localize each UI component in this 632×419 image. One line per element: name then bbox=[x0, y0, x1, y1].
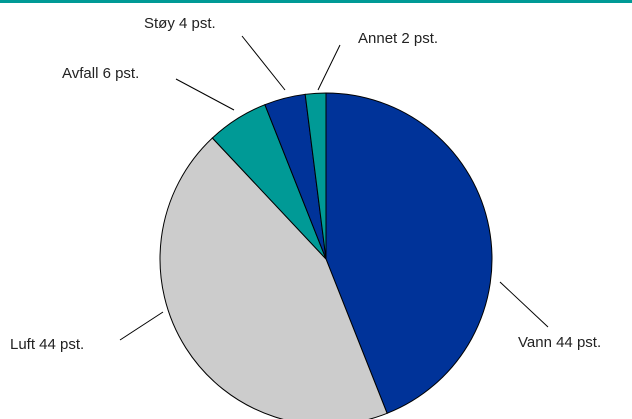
label-leader-lines bbox=[119, 35, 549, 341]
pie-slices bbox=[159, 92, 493, 419]
leader-line-1 bbox=[119, 311, 164, 341]
slice-label-1: Luft 44 pst. bbox=[10, 336, 84, 353]
leader-line-0 bbox=[499, 281, 549, 328]
leader-line-4 bbox=[317, 44, 341, 91]
pie-slice-1 bbox=[159, 137, 388, 419]
slice-label-2: Avfall 6 pst. bbox=[62, 65, 139, 82]
slice-labels: Vann 44 pst. Luft 44 pst. Avfall 6 pst. Stø… bbox=[10, 15, 601, 353]
top-rule bbox=[0, 0, 632, 3]
leader-line-3 bbox=[241, 35, 286, 91]
slice-label-4: Annet 2 pst. bbox=[358, 30, 438, 47]
pie-slice-4 bbox=[304, 92, 327, 260]
pie-slice-0 bbox=[325, 92, 493, 414]
leader-line-2 bbox=[175, 78, 235, 111]
slice-label-3: Støy 4 pst. bbox=[144, 15, 216, 32]
slice-label-0: Vann 44 pst. bbox=[518, 334, 601, 351]
